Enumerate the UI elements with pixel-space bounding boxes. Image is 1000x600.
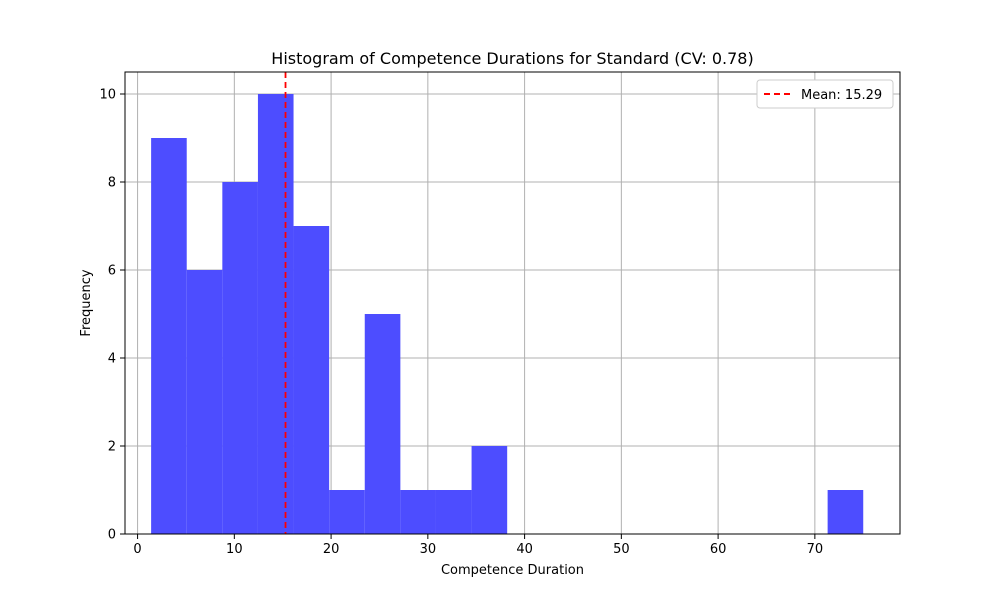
histogram-bar [827,490,864,534]
legend-mean-label: Mean: 15.29 [801,88,882,103]
histogram-bar [400,490,436,534]
y-tick-label: 2 [108,440,116,455]
histogram-bar [364,314,401,534]
chart-title: Histogram of Competence Durations for St… [271,49,753,68]
legend-box [756,79,894,109]
y-tick-label: 8 [108,176,116,191]
x-tick-label: 0 [133,542,141,557]
legend: Mean: 15.29 [756,79,894,109]
x-tick-label: 40 [516,542,533,557]
histogram-bar [471,446,508,534]
y-axis-label: Frequency [79,269,94,336]
y-tick-label: 4 [108,352,116,367]
x-tick-label: 30 [420,542,437,557]
axes-frame [124,71,901,535]
histogram-bar [293,226,330,534]
y-tick-label: 6 [108,264,116,279]
x-tick-label: 10 [226,542,243,557]
ticks: 0 10 20 30 40 50 60 70 0 2 4 6 8 10 [99,88,823,558]
histogram-bar [222,182,258,534]
y-tick-label: 0 [108,528,116,543]
histogram-bar [257,94,294,534]
x-tick-label: 50 [613,542,630,557]
x-tick-label: 60 [710,542,727,557]
x-tick-label: 20 [323,542,340,557]
x-axis-label: Competence Duration [441,563,584,578]
x-tick-label: 70 [807,542,824,557]
histogram-bar [329,490,365,534]
y-tick-label: 10 [99,88,116,103]
histogram-bar [151,138,187,534]
histogram-bar [186,270,223,534]
bars [151,94,864,534]
histogram-bar [435,490,472,534]
